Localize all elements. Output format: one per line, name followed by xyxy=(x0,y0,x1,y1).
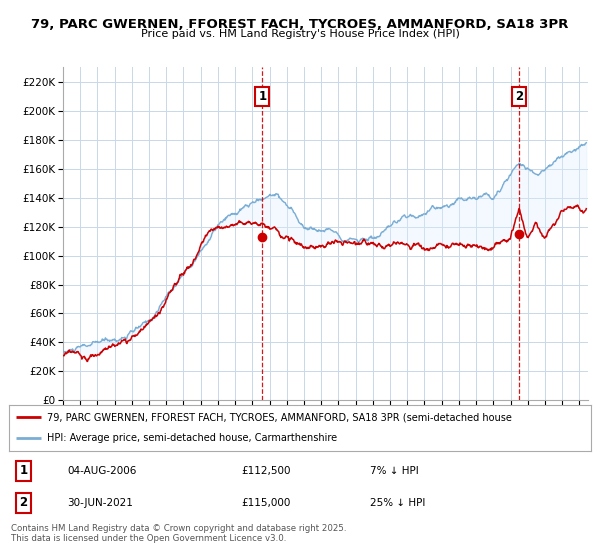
Text: £112,500: £112,500 xyxy=(242,466,292,476)
Text: 30-JUN-2021: 30-JUN-2021 xyxy=(67,498,133,508)
Text: Contains HM Land Registry data © Crown copyright and database right 2025.
This d: Contains HM Land Registry data © Crown c… xyxy=(11,524,346,543)
Text: 1: 1 xyxy=(19,464,28,477)
Text: £115,000: £115,000 xyxy=(242,498,291,508)
Text: 79, PARC GWERNEN, FFOREST FACH, TYCROES, AMMANFORD, SA18 3PR: 79, PARC GWERNEN, FFOREST FACH, TYCROES,… xyxy=(31,18,569,31)
Text: HPI: Average price, semi-detached house, Carmarthenshire: HPI: Average price, semi-detached house,… xyxy=(47,433,337,444)
Text: 1: 1 xyxy=(258,90,266,102)
Text: 04-AUG-2006: 04-AUG-2006 xyxy=(67,466,137,476)
Text: 2: 2 xyxy=(19,496,28,510)
Text: 7% ↓ HPI: 7% ↓ HPI xyxy=(370,466,419,476)
Text: 25% ↓ HPI: 25% ↓ HPI xyxy=(370,498,425,508)
Text: 79, PARC GWERNEN, FFOREST FACH, TYCROES, AMMANFORD, SA18 3PR (semi-detached hous: 79, PARC GWERNEN, FFOREST FACH, TYCROES,… xyxy=(47,412,512,422)
Text: 2: 2 xyxy=(515,90,523,102)
Text: Price paid vs. HM Land Registry's House Price Index (HPI): Price paid vs. HM Land Registry's House … xyxy=(140,29,460,39)
